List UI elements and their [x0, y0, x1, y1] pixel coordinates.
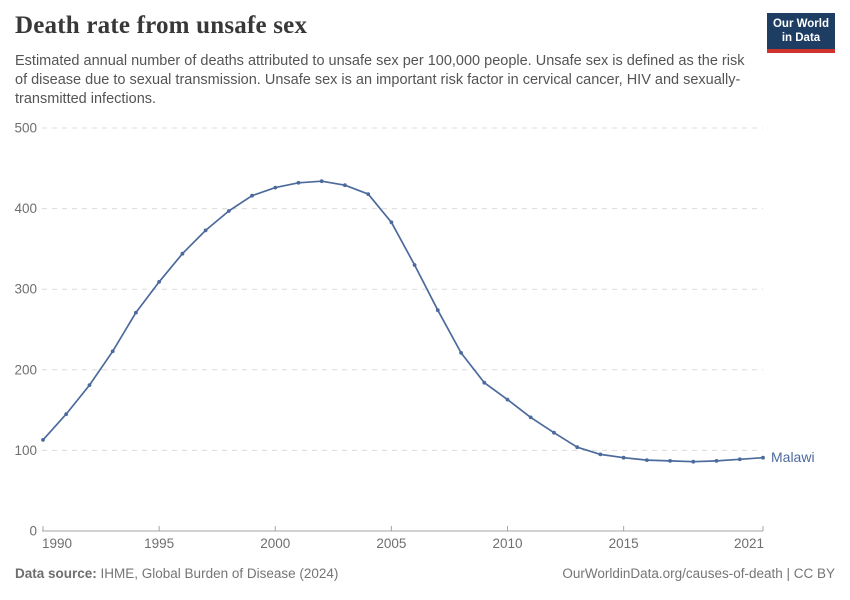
- data-point[interactable]: [203, 228, 208, 233]
- data-point[interactable]: [226, 209, 231, 213]
- data-point[interactable]: [319, 179, 324, 184]
- data-point[interactable]: [157, 280, 162, 284]
- x-axis-label: 2000: [260, 536, 290, 551]
- y-axis-label: 500: [14, 121, 37, 136]
- x-axis-label: 2005: [376, 536, 406, 551]
- x-axis-label: 1995: [144, 536, 174, 551]
- y-axis-label: 400: [14, 201, 37, 216]
- data-point[interactable]: [412, 263, 417, 267]
- data-point[interactable]: [505, 397, 510, 402]
- data-point[interactable]: [482, 380, 487, 385]
- y-axis-label: 0: [29, 524, 37, 539]
- y-axis-label: 300: [14, 282, 37, 297]
- data-point[interactable]: [343, 183, 347, 188]
- data-point[interactable]: [41, 438, 45, 442]
- x-axis-label: 1990: [42, 536, 72, 551]
- data-point[interactable]: [296, 180, 301, 185]
- data-point[interactable]: [691, 459, 696, 464]
- x-axis-label: 2021: [734, 536, 764, 551]
- chart-footer: Data source: IHME, Global Burden of Dise…: [15, 566, 835, 581]
- data-point[interactable]: [598, 452, 603, 457]
- data-point[interactable]: [250, 193, 254, 198]
- series-end-label[interactable]: Malawi: [771, 449, 815, 465]
- data-point[interactable]: [737, 457, 742, 462]
- data-point[interactable]: [134, 310, 138, 315]
- data-source-text: IHME, Global Burden of Disease (2024): [96, 566, 339, 581]
- y-axis-label: 200: [14, 362, 37, 377]
- data-point[interactable]: [435, 308, 440, 313]
- x-axis-label: 2015: [609, 536, 639, 551]
- chart-subtitle: Estimated annual number of deaths attrib…: [15, 53, 745, 107]
- data-point[interactable]: [575, 445, 580, 450]
- data-point[interactable]: [110, 349, 115, 354]
- data-point[interactable]: [180, 251, 185, 256]
- chart-line-malawi[interactable]: [42, 180, 764, 463]
- data-source-label: Data source:: [15, 566, 97, 581]
- footer-citation-link[interactable]: OurWorldinData.org/causes-of-death | CC …: [562, 566, 835, 581]
- data-point[interactable]: [64, 412, 69, 416]
- owid-logo-line1: Our World: [772, 18, 829, 30]
- data-point[interactable]: [552, 430, 556, 435]
- data-source: Data source: IHME, Global Burden of Dise…: [15, 566, 338, 581]
- data-point[interactable]: [459, 351, 463, 355]
- x-axis-label: 2010: [492, 536, 522, 551]
- data-point[interactable]: [645, 458, 649, 462]
- data-point[interactable]: [366, 192, 371, 197]
- data-point[interactable]: [528, 415, 533, 420]
- data-point[interactable]: [714, 459, 719, 463]
- line-chart[interactable]: 0 100 200 300 400 500 1990 1995 2000 2005 2010 2015…: [0, 0, 850, 560]
- data-point[interactable]: [273, 185, 278, 190]
- data-point[interactable]: [621, 455, 626, 460]
- owid-logo[interactable]: Our World in Data: [767, 13, 835, 53]
- page-title: Death rate from unsafe sex: [15, 12, 308, 39]
- data-point[interactable]: [389, 220, 394, 225]
- data-point[interactable]: [668, 459, 672, 463]
- data-point[interactable]: [761, 455, 765, 460]
- owid-logo-line2: in Data: [781, 31, 821, 44]
- y-axis-label: 100: [14, 443, 37, 458]
- data-point[interactable]: [87, 383, 92, 387]
